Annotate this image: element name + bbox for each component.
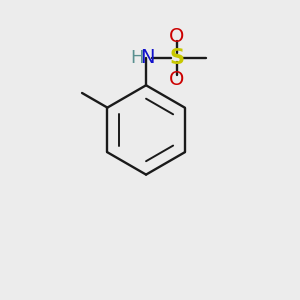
Text: H: H <box>130 49 144 67</box>
Text: O: O <box>169 70 184 88</box>
Text: O: O <box>169 26 184 46</box>
Text: N: N <box>140 48 155 67</box>
Text: S: S <box>169 48 184 68</box>
